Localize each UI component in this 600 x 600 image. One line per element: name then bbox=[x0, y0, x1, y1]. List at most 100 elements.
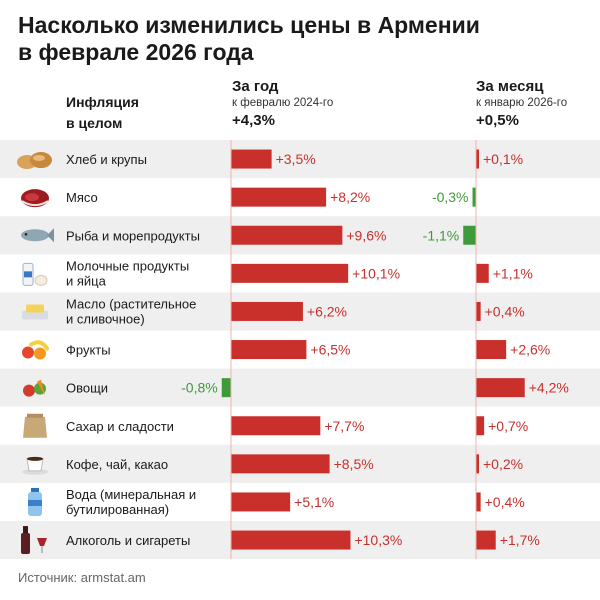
month-value-label: +1,1% bbox=[493, 265, 533, 281]
year-bar bbox=[231, 416, 321, 436]
category-label-line-1: Фрукты bbox=[66, 343, 111, 358]
inflation-overall-label: Инфляция в целом bbox=[66, 92, 139, 134]
wine-bottle-icon bbox=[21, 526, 47, 555]
category-label: Вода (минеральная и бутилированная) bbox=[66, 487, 196, 517]
month-bar bbox=[463, 225, 476, 245]
month-value-label: +0,4% bbox=[485, 494, 525, 510]
category-label-line-2: бутилированная) bbox=[66, 502, 169, 517]
year-column-header: За год к февралю 2024-го +4,3% bbox=[232, 78, 333, 129]
month-value-label: -0,3% bbox=[432, 189, 469, 205]
month-bar bbox=[476, 378, 525, 398]
category-label: Овощи bbox=[66, 381, 108, 396]
year-bar bbox=[231, 530, 351, 550]
fish-icon bbox=[21, 228, 54, 243]
category-label-line-1: Кофе, чай, какао bbox=[66, 457, 168, 472]
meat-icon bbox=[21, 189, 49, 208]
category-label: Молочные продукты и яйца bbox=[66, 258, 189, 288]
year-value-label: +10,3% bbox=[354, 532, 402, 548]
category-label-line-2: и сливочное) bbox=[66, 311, 145, 326]
year-value-label: +7,7% bbox=[324, 418, 364, 434]
butter-block bbox=[26, 304, 44, 313]
vegetables-icon bbox=[23, 379, 46, 397]
veg-tomato bbox=[23, 384, 35, 397]
milk-label bbox=[24, 271, 32, 278]
bottle-label bbox=[28, 499, 42, 506]
category-label-line-1: Вода (минеральная и bbox=[66, 487, 196, 502]
month-value-label: +0,2% bbox=[483, 456, 523, 472]
category-label-line-1: Хлеб и крупы bbox=[66, 152, 147, 167]
year-bar bbox=[231, 492, 291, 512]
category-label: Масло (растительное и сливочное) bbox=[66, 296, 196, 326]
category-label-line-1: Масло (растительное bbox=[66, 296, 196, 311]
fruit-icon bbox=[22, 340, 49, 360]
inflation-label-line-2: в целом bbox=[66, 115, 123, 131]
year-value-label: +6,2% bbox=[307, 303, 347, 319]
chart-title: Насколько изменились цены в Армении в фе… bbox=[18, 12, 578, 66]
category-label: Фрукты bbox=[66, 343, 111, 358]
year-bar bbox=[221, 378, 231, 398]
egg bbox=[34, 274, 48, 286]
year-header-subtitle: к февралю 2024-го bbox=[232, 97, 334, 109]
year-value-label: +6,5% bbox=[310, 342, 350, 358]
month-bar bbox=[476, 530, 496, 550]
month-header-total: +0,5% bbox=[476, 112, 519, 129]
month-value-label: -1,1% bbox=[423, 227, 460, 243]
bottle-cap bbox=[31, 487, 39, 492]
month-value-label: +1,7% bbox=[500, 532, 540, 548]
category-label-line-1: Алкоголь и сигареты bbox=[66, 533, 190, 548]
fish-tail bbox=[47, 228, 54, 243]
category-label-line-2: и яйца bbox=[66, 273, 107, 288]
month-bar bbox=[476, 301, 481, 321]
wine-glass bbox=[37, 538, 47, 547]
category-label: Мясо bbox=[66, 190, 98, 205]
source-note: Источник: armstat.am bbox=[18, 570, 146, 585]
month-header-subtitle: к январю 2026-го bbox=[476, 97, 568, 109]
wine-bottle-body bbox=[21, 533, 30, 555]
title-line-2: в феврале 2026 года bbox=[18, 39, 254, 65]
category-label-line-1: Овощи bbox=[66, 381, 108, 396]
month-value-label: +0,4% bbox=[485, 303, 525, 319]
fruit-apple bbox=[22, 346, 34, 359]
month-bar bbox=[476, 263, 489, 283]
year-bar bbox=[231, 263, 349, 283]
month-bar bbox=[476, 340, 507, 360]
month-value-label: +4,2% bbox=[529, 380, 569, 396]
year-bar bbox=[231, 187, 327, 207]
fruit-orange bbox=[34, 347, 46, 360]
year-value-label: +5,1% bbox=[294, 494, 334, 510]
category-label-line-1: Молочные продукты bbox=[66, 258, 189, 273]
year-header-total: +4,3% bbox=[232, 112, 275, 129]
title-line-1: Насколько изменились цены в Армении bbox=[18, 12, 480, 38]
year-value-label: +8,2% bbox=[330, 189, 370, 205]
year-bar bbox=[231, 301, 303, 321]
sugar-sack-icon bbox=[23, 413, 47, 438]
row-stripe bbox=[0, 140, 600, 179]
year-bar bbox=[231, 149, 272, 169]
month-value-label: +0,7% bbox=[488, 418, 528, 434]
fruit-banana bbox=[29, 340, 49, 351]
wine-neck bbox=[23, 526, 28, 535]
sack-top bbox=[27, 413, 43, 418]
bread-highlight bbox=[33, 155, 45, 162]
year-value-label: +8,5% bbox=[334, 456, 374, 472]
veg-carrot bbox=[37, 379, 45, 396]
category-label: Рыба и морепродукты bbox=[66, 228, 200, 243]
wine-glass-stem bbox=[41, 546, 43, 554]
sack-body bbox=[23, 416, 47, 438]
category-label-line-1: Рыба и морепродукты bbox=[66, 228, 200, 243]
category-label: Алкоголь и сигареты bbox=[66, 533, 190, 548]
month-header-title: За месяц bbox=[476, 78, 544, 95]
milk-icon bbox=[22, 262, 48, 286]
month-value-label: +0,1% bbox=[483, 151, 523, 167]
category-label: Хлеб и крупы bbox=[66, 152, 147, 167]
month-bar bbox=[476, 416, 485, 436]
fish-eye bbox=[24, 232, 28, 236]
year-value-label: +9,6% bbox=[346, 227, 386, 243]
inflation-label-line-1: Инфляция bbox=[66, 94, 139, 110]
cup-coffee bbox=[27, 456, 43, 461]
year-value-label: +10,1% bbox=[352, 265, 400, 281]
butter-dish bbox=[22, 310, 48, 320]
month-value-label: +2,6% bbox=[510, 342, 550, 358]
year-value-label: +3,5% bbox=[276, 151, 316, 167]
